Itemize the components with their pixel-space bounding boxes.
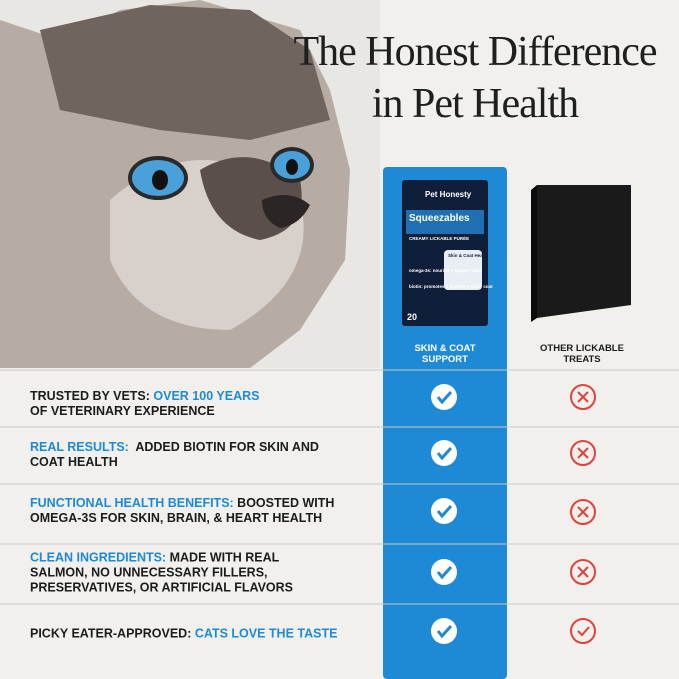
body-text: TRUSTED BY VETS: [30, 389, 154, 403]
title-line: in Pet Health [371, 81, 579, 127]
cross-icons [570, 384, 596, 644]
row-line: PICKY EATER-APPROVED: CATS LOVE THE TAST… [30, 627, 370, 642]
row-line: CLEAN INGREDIENTS: MADE WITH REAL [30, 551, 370, 566]
product-ingredient: biotin: promotes a healthy + shiny coat [409, 284, 493, 289]
product-name: Squeezables [409, 213, 470, 224]
other-product-box [531, 185, 631, 322]
accent-text: CATS LOVE THE TASTE [194, 626, 338, 641]
body-text: OMEGA-3S FOR SKIN, BRAIN, & HEART HEALTH [30, 511, 323, 525]
accent-text: REAL RESULTS: [30, 440, 129, 454]
check-icons [431, 384, 457, 644]
body-text: COAT HEALTH [30, 455, 118, 469]
row-line: SALMON, NO UNNECESSARY FILLERS, [30, 566, 370, 581]
body-text: SALMON, NO UNNECESSARY FILLERS, [30, 565, 268, 580]
body-text: PICKY EATER-APPROVED: [30, 626, 195, 641]
row-text: CLEAN INGREDIENTS: MADE WITH REAL SALMON,… [30, 551, 370, 596]
body-text: MADE WITH REAL [166, 550, 280, 565]
column-header-line: SKIN & COAT [414, 343, 476, 354]
accent-text: FUNCTIONAL HEALTH BENEFITS: [30, 496, 234, 510]
row-line: COAT HEALTH [30, 455, 370, 470]
title-line: The Honest Difference [293, 29, 657, 75]
accent-text: OVER 100 YEARS [153, 389, 260, 403]
row-text: TRUSTED BY VETS: OVER 100 YEARS OF VETERI… [30, 389, 370, 419]
product-desc: CREAMY LICKABLE PURÉE [409, 236, 470, 241]
accent-text: CLEAN INGREDIENTS: [30, 550, 167, 565]
column-header: OTHER LICKABLE TREATS [522, 343, 642, 365]
row-line: REAL RESULTS: ADDED BIOTIN FOR SKIN AND [30, 440, 370, 455]
product-count: 20 [407, 312, 418, 322]
row-line: TRUSTED BY VETS: OVER 100 YEARS [30, 389, 370, 404]
product-ingredient: omega-3s: nourish + support skin [409, 268, 482, 273]
row-text: FUNCTIONAL HEALTH BENEFITS: BOOSTED WITH… [30, 496, 370, 526]
column-header-line: SUPPORT [422, 354, 468, 365]
row-line: OF VETERINARY EXPERIENCE [30, 404, 370, 419]
row-line: OMEGA-3S FOR SKIN, BRAIN, & HEART HEALTH [30, 511, 370, 526]
brand: Pet Honesty [425, 190, 472, 199]
row-separators [0, 369, 679, 605]
body-text: PRESERVATIVES, OR ARTIFICIAL FLAVORS [30, 580, 293, 595]
body-text: BOOSTED WITH [233, 496, 335, 510]
column-header-line: OTHER LICKABLE [540, 343, 624, 354]
row-line: FUNCTIONAL HEALTH BENEFITS: BOOSTED WITH [30, 496, 370, 511]
product-benefit: Skin & Coat Health [448, 253, 489, 258]
cat-photo [0, 0, 380, 368]
row-line: PRESERVATIVES, OR ARTIFICIAL FLAVORS [30, 581, 370, 596]
row-text: PICKY EATER-APPROVED: CATS LOVE THE TAST… [30, 627, 370, 642]
body-text: OF VETERINARY EXPERIENCE [30, 404, 215, 418]
row-text: REAL RESULTS: ADDED BIOTIN FOR SKIN AND C… [30, 440, 370, 470]
column-header: SKIN & COAT SUPPORT [385, 343, 505, 365]
body-text: ADDED BIOTIN FOR SKIN AND [128, 440, 319, 454]
column-header-line: TREATS [563, 354, 601, 365]
